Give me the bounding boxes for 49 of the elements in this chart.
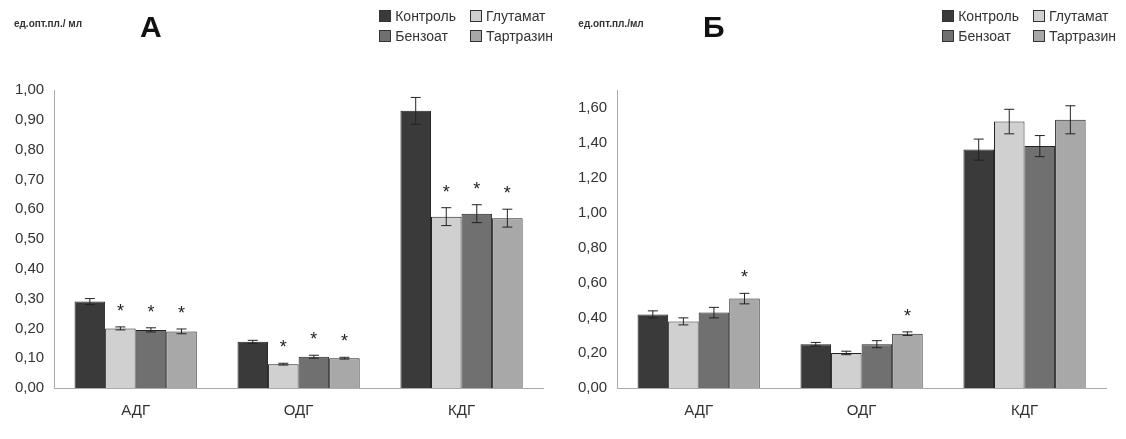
y-tick-label: 0,60: [14, 199, 45, 217]
legend-label: Бензоат: [958, 28, 1011, 44]
data-label: *: [442, 181, 450, 202]
y-tick-label: 1,40: [577, 132, 608, 150]
legend-label: Тартразин: [1049, 28, 1116, 44]
y-tick-label: 0,40: [14, 258, 45, 276]
data-label: *: [740, 267, 748, 288]
y-tick-label: 1,20: [577, 167, 608, 185]
x-tick-label: АДГ: [684, 401, 714, 419]
x-tick-label: КДГ: [448, 401, 476, 419]
data-label: *: [177, 302, 185, 323]
legend-label: Тартразин: [486, 28, 553, 44]
legend-label: Глутамат: [1049, 8, 1109, 24]
y-axis-title: ед.опт.пл./мл: [577, 18, 645, 29]
data-label: *: [503, 183, 511, 204]
x-tick-label: ОДГ: [283, 401, 314, 419]
data-label: *: [279, 337, 287, 358]
y-tick-label: 0,20: [14, 318, 45, 336]
data-label: *: [903, 305, 911, 326]
legend-label: Контроль: [395, 8, 456, 24]
x-tick-label: АДГ: [121, 401, 151, 419]
y-axis-title: ед.опт.пл./ мл: [12, 18, 84, 29]
x-tick-label: ОДГ: [846, 401, 877, 419]
data-label: *: [340, 331, 348, 352]
y-tick-label: 1,00: [14, 80, 45, 98]
data-label: *: [116, 300, 124, 321]
chart-title: Б: [703, 10, 725, 44]
y-tick-label: 0,50: [14, 229, 45, 247]
data-label: *: [473, 178, 481, 199]
y-tick-label: 0,30: [14, 288, 45, 306]
x-tick-label: КДГ: [1011, 401, 1039, 419]
legend-label: Бензоат: [395, 28, 448, 44]
data-label: *: [147, 301, 155, 322]
data-label: *: [310, 329, 318, 350]
y-tick-label: 0,80: [14, 139, 45, 157]
y-tick-label: 0,20: [577, 343, 608, 361]
y-tick-label: 1,60: [577, 97, 608, 115]
y-tick-label: 0,90: [14, 109, 45, 127]
legend-label: Глутамат: [486, 8, 546, 24]
y-tick-label: 0,60: [577, 272, 608, 290]
y-tick-label: 0,00: [577, 378, 608, 396]
y-tick-label: 0,10: [14, 348, 45, 366]
chart-title: А: [140, 10, 162, 44]
y-tick-label: 0,40: [577, 308, 608, 326]
y-tick-label: 0,80: [577, 237, 608, 255]
legend-label: Контроль: [958, 8, 1019, 24]
y-tick-label: 0,70: [14, 169, 45, 187]
y-tick-label: 0,00: [14, 378, 45, 396]
y-tick-label: 1,00: [577, 202, 608, 220]
